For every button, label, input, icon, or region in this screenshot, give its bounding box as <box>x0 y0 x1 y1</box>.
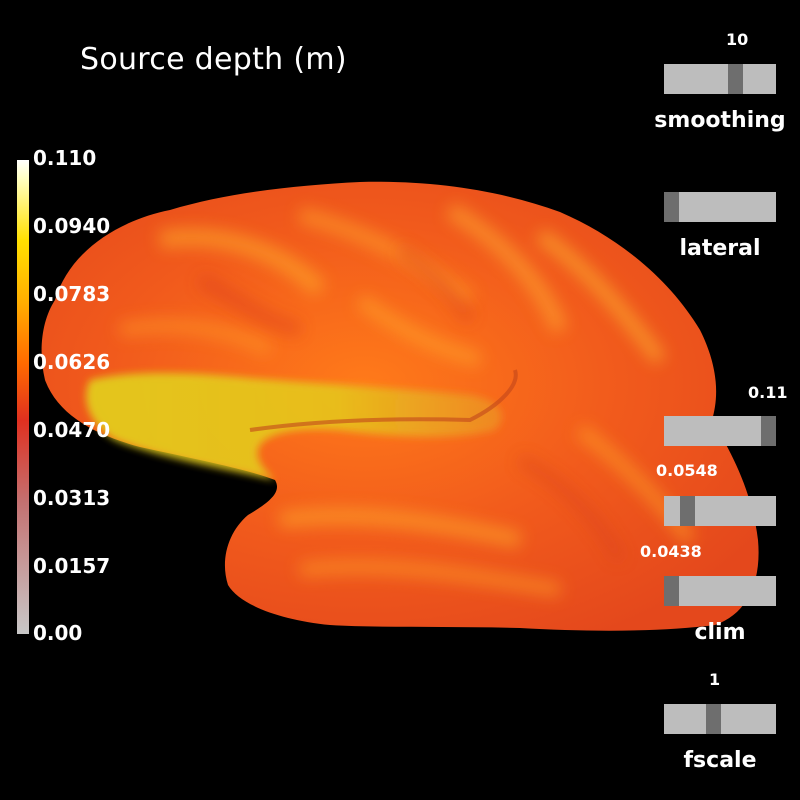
colorbar-tick-label: 0.0470 <box>33 418 111 442</box>
clim-min-slider-handle[interactable] <box>664 576 679 606</box>
colorbar-tick-label: 0.0626 <box>33 350 111 374</box>
clim-mid-slider[interactable] <box>664 496 776 526</box>
lateral-slider[interactable] <box>664 192 776 222</box>
colorbar-tick-label: 0.110 <box>33 146 97 170</box>
clim-mid-slider-handle[interactable] <box>680 496 695 526</box>
smoothing-slider-value: 10 <box>726 30 749 49</box>
colorbar-tick-label: 0.0783 <box>33 282 111 306</box>
colorbar-tick-label: 0.0940 <box>33 214 111 238</box>
clim-max-slider-value: 0.11 <box>748 383 788 402</box>
lateral-slider-handle[interactable] <box>664 192 679 222</box>
sylvian-fissure <box>249 369 518 432</box>
colorbar <box>17 160 29 634</box>
clim-min-slider[interactable] <box>664 576 776 606</box>
colorbar-tick-label: 0.0313 <box>33 486 111 510</box>
plot-title: Source depth (m) <box>80 42 347 77</box>
smoothing-slider-title: smoothing <box>654 108 786 133</box>
fscale-slider-title: fscale <box>683 748 757 773</box>
lateral-slider-title: lateral <box>679 236 761 261</box>
smoothing-slider[interactable] <box>664 64 776 94</box>
clim-max-slider-handle[interactable] <box>761 416 776 446</box>
clim-slider-title: clim <box>694 620 746 645</box>
colorbar-tick-label: 0.0157 <box>33 554 111 578</box>
clim-min-slider-value: 0.0438 <box>640 542 702 561</box>
colorbar-tick-label: 0.00 <box>33 621 83 645</box>
fscale-slider-value: 1 <box>709 670 721 689</box>
clim-max-slider[interactable] <box>664 416 776 446</box>
clim-mid-slider-value: 0.0548 <box>656 461 718 480</box>
fscale-slider-handle[interactable] <box>706 704 721 734</box>
smoothing-slider-handle[interactable] <box>728 64 743 94</box>
fscale-slider[interactable] <box>664 704 776 734</box>
